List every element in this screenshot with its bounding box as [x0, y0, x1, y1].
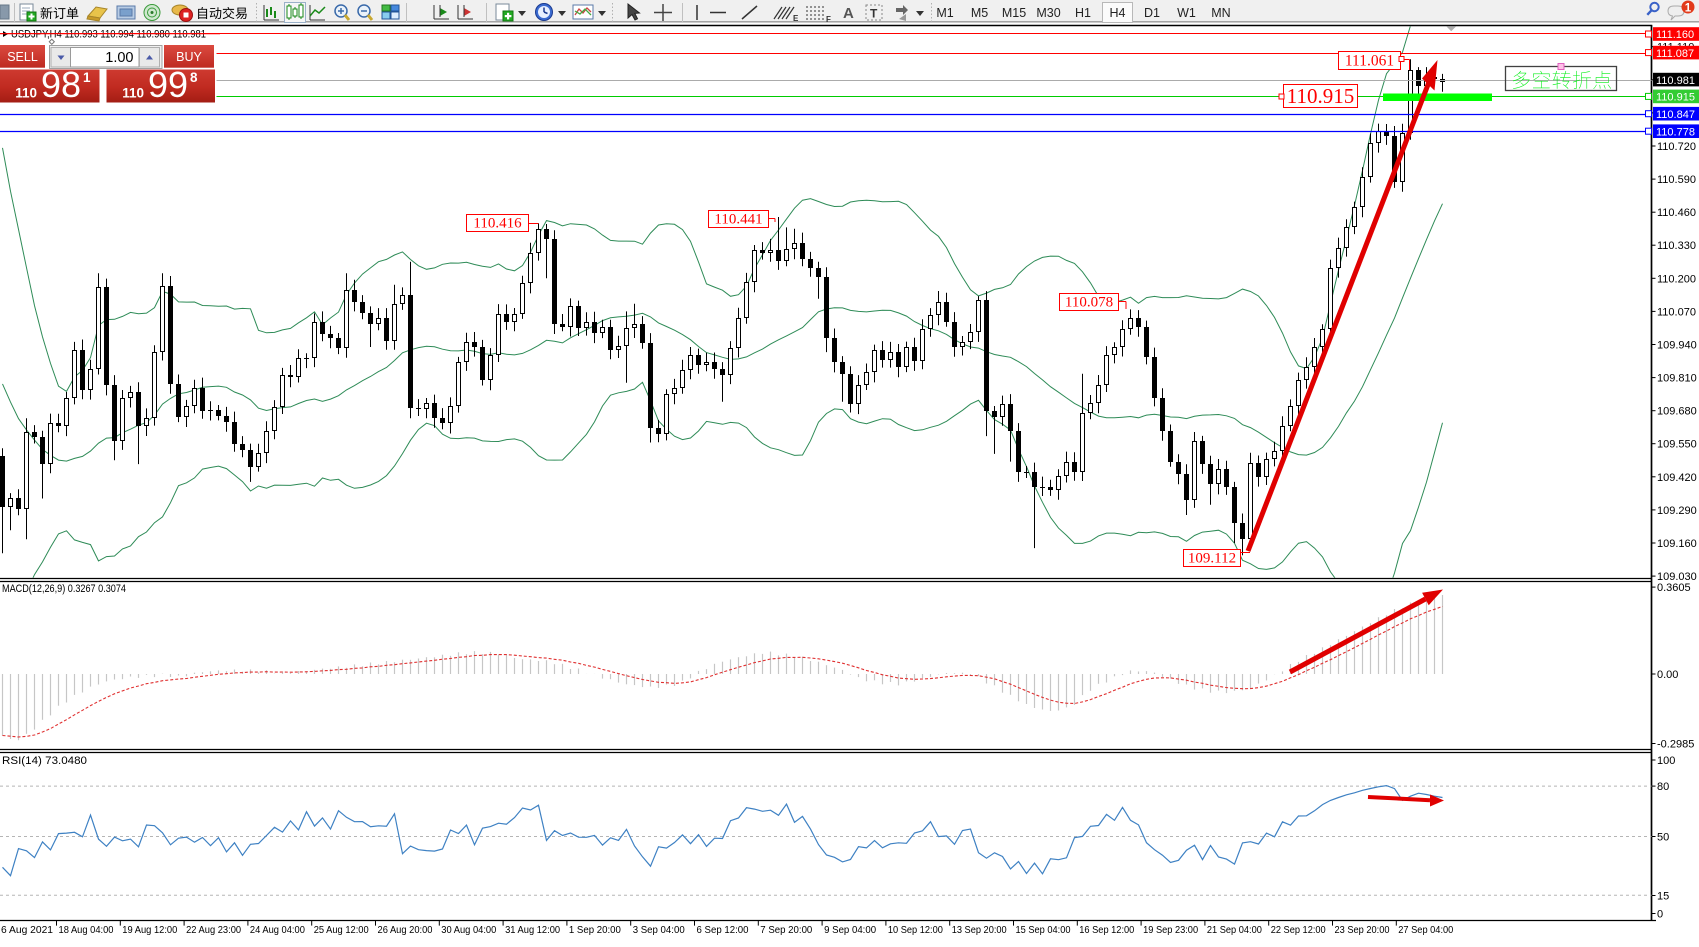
svg-text:H4: H4	[1110, 6, 1126, 20]
svg-text:19 Sep 23:00: 19 Sep 23:00	[1143, 924, 1198, 936]
svg-text:110.070: 110.070	[1657, 306, 1696, 318]
svg-text:0.00: 0.00	[1657, 669, 1678, 681]
svg-text:30 Aug 04:00: 30 Aug 04:00	[441, 924, 496, 936]
svg-text:110.981: 110.981	[1656, 75, 1695, 87]
svg-text:109.160: 109.160	[1657, 538, 1697, 550]
svg-text:USDJPY,H4 110.993 110.994 110: USDJPY,H4 110.993 110.994 110.980 110.98…	[11, 29, 206, 41]
svg-text:0.3605: 0.3605	[1657, 582, 1691, 594]
svg-text:110.441: 110.441	[714, 212, 762, 228]
svg-text:1.00: 1.00	[105, 50, 133, 66]
svg-text:16 Sep 12:00: 16 Sep 12:00	[1079, 924, 1134, 936]
svg-text:3 Sep 04:00: 3 Sep 04:00	[633, 924, 685, 936]
svg-text:110.078: 110.078	[1065, 295, 1113, 311]
svg-text:SELL: SELL	[7, 50, 38, 64]
svg-text:9 Sep 04:00: 9 Sep 04:00	[824, 924, 876, 936]
svg-text:110: 110	[122, 86, 144, 101]
svg-text:109.680: 109.680	[1657, 406, 1697, 418]
svg-text:111.087: 111.087	[1656, 48, 1694, 60]
svg-text:F: F	[826, 15, 831, 24]
svg-text:111.061: 111.061	[1345, 53, 1394, 70]
svg-text:99: 99	[148, 64, 188, 105]
svg-text:110.416: 110.416	[473, 216, 522, 232]
svg-text:1: 1	[1685, 3, 1692, 15]
svg-text:0: 0	[1657, 909, 1663, 921]
svg-text:1: 1	[83, 70, 91, 85]
svg-text:110.915: 110.915	[1656, 92, 1695, 104]
svg-text:50: 50	[1657, 832, 1669, 844]
svg-text:21 Sep 04:00: 21 Sep 04:00	[1207, 924, 1262, 936]
svg-text:H1: H1	[1075, 6, 1091, 20]
svg-text:6 Aug 2021: 6 Aug 2021	[1, 924, 53, 936]
svg-text:M5: M5	[971, 6, 988, 20]
svg-text:RSI(14) 73.0480: RSI(14) 73.0480	[2, 755, 87, 767]
svg-text:6 Sep 12:00: 6 Sep 12:00	[697, 924, 749, 936]
svg-text:110.720: 110.720	[1657, 141, 1696, 153]
svg-text:110.847: 110.847	[1656, 109, 1695, 121]
svg-text:M30: M30	[1036, 6, 1060, 20]
svg-text:A: A	[843, 5, 854, 22]
svg-text:MACD(12,26,9) 0.3267 0.3074: MACD(12,26,9) 0.3267 0.3074	[2, 583, 126, 595]
svg-text:M1: M1	[936, 6, 953, 20]
svg-text:10 Sep 12:00: 10 Sep 12:00	[888, 924, 943, 936]
svg-text:110.460: 110.460	[1657, 207, 1696, 219]
svg-text:109.420: 109.420	[1657, 472, 1697, 484]
svg-text:D1: D1	[1144, 6, 1160, 20]
svg-text:22 Sep 12:00: 22 Sep 12:00	[1271, 924, 1326, 936]
svg-text:1 Sep 20:00: 1 Sep 20:00	[569, 924, 621, 936]
svg-text:110.200: 110.200	[1657, 273, 1696, 285]
svg-text:T: T	[870, 7, 878, 21]
svg-text:M15: M15	[1002, 6, 1026, 20]
svg-text:31 Aug 12:00: 31 Aug 12:00	[505, 924, 560, 936]
svg-text:E: E	[793, 14, 799, 23]
svg-text:100: 100	[1657, 755, 1675, 767]
svg-text:109.112: 109.112	[1188, 551, 1236, 567]
svg-text:W1: W1	[1177, 6, 1196, 20]
svg-text:109.030: 109.030	[1657, 571, 1697, 583]
svg-text:15 Sep 04:00: 15 Sep 04:00	[1016, 924, 1071, 936]
svg-text:109.940: 109.940	[1657, 340, 1697, 352]
svg-text:26 Aug 20:00: 26 Aug 20:00	[378, 924, 433, 936]
svg-text:109.290: 109.290	[1657, 505, 1697, 517]
svg-text:22 Aug 23:00: 22 Aug 23:00	[186, 924, 241, 936]
svg-text:-0.2985: -0.2985	[1657, 739, 1694, 751]
svg-text:110.330: 110.330	[1657, 240, 1696, 252]
svg-text:110: 110	[15, 86, 37, 101]
svg-text:80: 80	[1657, 781, 1669, 793]
svg-text:24 Aug 04:00: 24 Aug 04:00	[250, 924, 305, 936]
svg-text:19 Aug 12:00: 19 Aug 12:00	[122, 924, 177, 936]
svg-text:109.810: 109.810	[1657, 373, 1697, 385]
svg-text:110.915: 110.915	[1287, 84, 1354, 108]
svg-text:27 Sep 04:00: 27 Sep 04:00	[1398, 924, 1453, 936]
svg-text:25 Aug 12:00: 25 Aug 12:00	[314, 924, 369, 936]
svg-text:18 Aug 04:00: 18 Aug 04:00	[59, 924, 114, 936]
svg-text:8: 8	[190, 70, 198, 85]
svg-text:BUY: BUY	[176, 50, 202, 64]
svg-text:109.550: 109.550	[1657, 439, 1697, 451]
svg-text:111.160: 111.160	[1656, 29, 1694, 41]
svg-text:98: 98	[41, 64, 81, 105]
svg-text:13 Sep 20:00: 13 Sep 20:00	[952, 924, 1007, 936]
svg-text:110.778: 110.778	[1656, 126, 1695, 138]
svg-text:110.590: 110.590	[1657, 174, 1696, 186]
svg-text:15: 15	[1657, 891, 1669, 903]
svg-text:23 Sep 20:00: 23 Sep 20:00	[1335, 924, 1390, 936]
svg-text:MN: MN	[1211, 6, 1230, 20]
svg-text:7 Sep 20:00: 7 Sep 20:00	[760, 924, 812, 936]
